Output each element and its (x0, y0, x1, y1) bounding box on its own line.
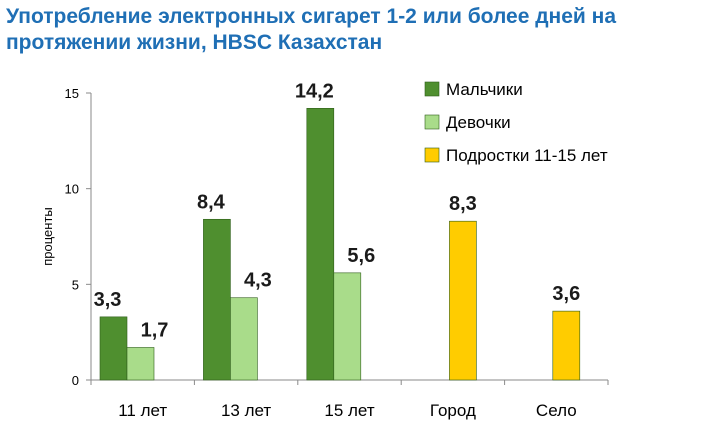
legend-label: Подростки 11-15 лет (446, 146, 608, 165)
x-tick-label: 13 лет (221, 401, 271, 420)
y-tick-label: 0 (72, 373, 79, 388)
x-tick-label: Село (536, 401, 577, 420)
bar (449, 220, 477, 381)
legend-swatch (424, 147, 440, 163)
chart-data-labels: 3,3 1,7 8,4 4,3 14,2 5,6 8,3 3,6 (94, 80, 581, 341)
chart-title-line-2: протяжении жизни, HBSC Казахстан (6, 31, 383, 54)
chart-axes: 0 5 10 15 11 лет 13 лет 15 лет Город Село процент… (40, 86, 609, 420)
y-axis-title: проценты (40, 207, 55, 266)
y-tick-label: 10 (65, 182, 79, 197)
y-tick-label: 5 (72, 277, 79, 292)
legend-swatch (424, 114, 440, 130)
x-tick-label: 15 лет (324, 401, 374, 420)
bar (126, 347, 155, 381)
data-label: 8,4 (197, 191, 226, 213)
bar (99, 316, 128, 381)
legend-label: Мальчики (446, 80, 523, 99)
bar (230, 297, 258, 381)
x-tick-label: 11 лет (118, 401, 167, 420)
bar (306, 108, 335, 381)
chart-title-line-1: Употребление электронных сигарет 1-2 или… (6, 5, 617, 28)
chart-bars (99, 108, 581, 381)
data-label: 4,3 (244, 270, 272, 292)
legend-swatch (424, 81, 440, 97)
bar (203, 218, 231, 381)
chart-legend: Мальчики Девочки Подростки 11-15 лет (424, 80, 608, 165)
data-label: 1,7 (141, 319, 169, 341)
data-label: 8,3 (449, 193, 477, 215)
data-label: 3,6 (552, 283, 580, 305)
x-tick-label: Город (430, 401, 476, 420)
chart-title: Употребление электронных сигарет 1-2 или… (6, 4, 696, 56)
bar (552, 310, 581, 381)
data-label: 5,6 (347, 245, 375, 267)
data-label: 14,2 (295, 80, 334, 102)
bar (333, 272, 362, 381)
y-tick-label: 15 (65, 86, 79, 101)
data-label: 3,3 (94, 289, 122, 311)
legend-label: Девочки (446, 113, 511, 132)
